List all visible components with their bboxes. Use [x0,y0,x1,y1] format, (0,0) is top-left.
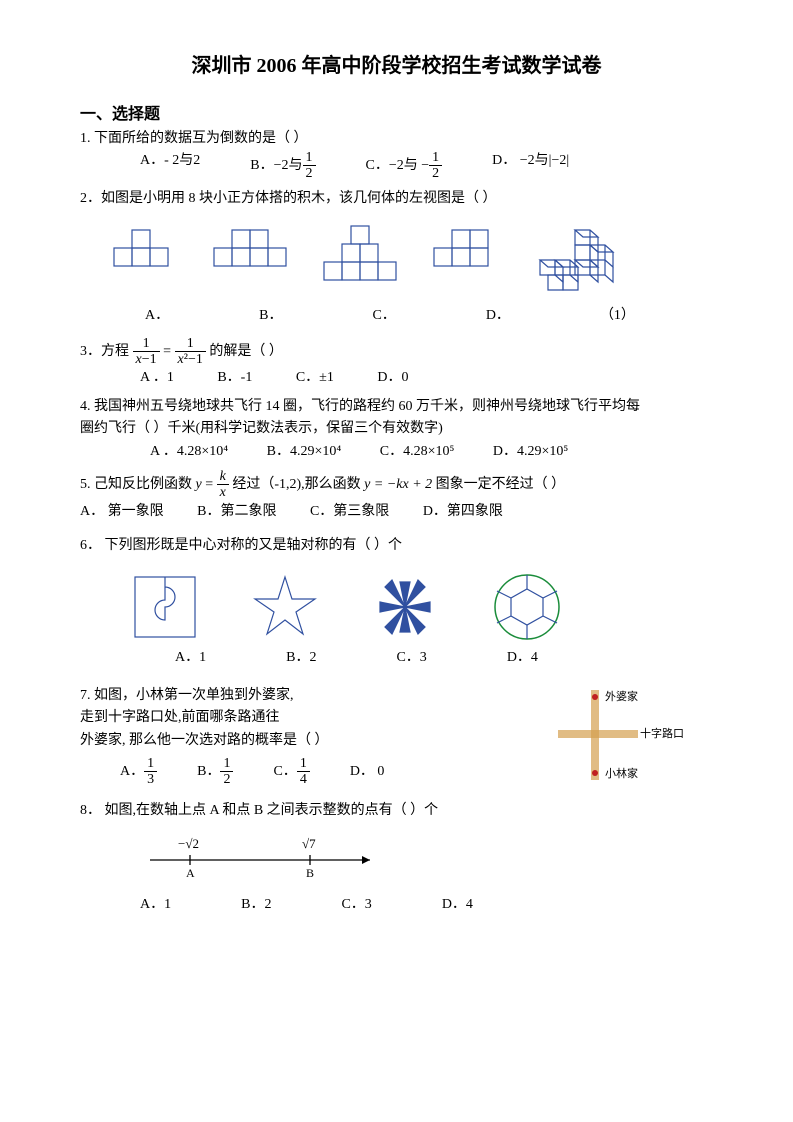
q2-shape-b [210,225,290,285]
svg-text:外婆家: 外婆家 [605,689,638,703]
q7-l3: 外婆家, 那么他一次选对路的概率是（ ） [80,730,553,752]
q6-a: A．1 [175,647,206,669]
q6-c: C．3 [396,647,426,669]
svg-text:−√2: −√2 [178,836,199,851]
q7-l1: 7. 如图，小林第一次单独到外婆家, [80,685,553,707]
q6-shape3-flower [370,572,440,642]
svg-text:A: A [186,866,195,880]
q8-c: C．3 [341,894,371,916]
q6-shape1 [130,572,200,642]
svg-text:√7: √7 [302,836,316,851]
q2-ld: D． [486,305,510,327]
q1: 1. 下面所给的数据互为倒数的是（ ） A．- 2与2 B．−2与12 C．−2… [80,128,713,182]
q4-l2: 圈约飞行（ ）千米(用科学记数法表示，保留三个有效数字) [80,418,713,440]
q7: 7. 如图，小林第一次单独到外婆家, 走到十字路口处,前面哪条路通往 外婆家, … [80,685,713,788]
q7-d: D． 0 [350,761,385,783]
q3-a: A ．1 [140,370,174,385]
q4-b: B．4.29×10⁴ [267,444,342,459]
q8: 8． 如图,在数轴上点 A 和点 B 之间表示整数的点有（ ）个 −√2 √7 … [80,800,713,916]
q5-b: B．第二象限 [197,504,276,519]
q8-numberline: −√2 √7 A B [140,830,390,885]
q6: 6． 下列图形既是中心对称的又是轴对称的有（ ）个 [80,535,713,670]
q2-l1: （1） [600,305,635,327]
q7-l2: 走到十字路口处,前面哪条路通往 [80,707,553,729]
q2-3d-figure [530,225,620,300]
q5-post: 图象一定不经过（ ） [436,477,566,492]
q8-b: B．2 [241,894,271,916]
q2-lc: C． [372,305,395,327]
q5-d: D．第四象限 [423,504,503,519]
q6-shape2-star [250,572,320,642]
q2-text: 2．如图是小明用 8 块小正方体搭的积木，该几何体的左视图是（ ） [80,188,713,210]
q8-d: D．4 [442,894,473,916]
q5-mid: 经过（-1,2),那么函数 [232,477,364,492]
q6-shape4-hex [490,572,565,642]
q2-lb: B． [259,305,282,327]
svg-text:小林家: 小林家 [605,766,638,780]
q1-b: B．−2与12 [250,150,315,182]
q5: 5. 己知反比例函数 y = kx 经过（-1,2),那么函数 y = −kx … [80,469,713,523]
svg-text:十字路口: 十字路口 [640,726,684,740]
q5-a: A． 第一象限 [80,504,164,519]
q4-d: D．4.29×10⁵ [493,444,568,459]
q2-la: A． [145,305,169,327]
q6-b: B．2 [286,647,316,669]
svg-text:B: B [306,866,314,880]
q2-shape-c [320,225,400,285]
q3-c: C．±1 [296,370,334,385]
q7-a: A．13 [120,756,157,788]
q1-text: 1. 下面所给的数据互为倒数的是（ ） [80,128,713,150]
section-header: 一、选择题 [80,102,713,128]
q6-text: 6． 下列图形既是中心对称的又是轴对称的有（ ）个 [80,535,713,557]
q8-a: A．1 [140,894,171,916]
q1-a: A．- 2与2 [140,150,200,182]
q5-pre: 5. 己知反比例函数 [80,477,196,492]
q3: 3．方程 1x−1 = 1x²−1 的解是（ ） A ．1 B．-1 C．±1 … [80,336,713,390]
q6-d: D．4 [507,647,538,669]
q3-d: D．0 [377,370,408,385]
q3-pre: 3．方程 [80,344,133,359]
q8-text: 8． 如图,在数轴上点 A 和点 B 之间表示整数的点有（ ）个 [80,800,713,822]
q5-c: C．第三象限 [310,504,389,519]
q7-c: C．14 [273,756,309,788]
q3-b: B．-1 [217,370,252,385]
q1-c: C．−2与 −12 [366,150,443,182]
q4-c: C．4.28×10⁵ [380,444,455,459]
q2-shape-d [430,225,500,285]
q2: 2．如图是小明用 8 块小正方体搭的积木，该几何体的左视图是（ ） [80,188,713,328]
q5-eq2: y = −kx + 2 [364,477,432,492]
q7-b: B．12 [197,756,233,788]
q4-l1: 4. 我国神州五号绕地球共飞行 14 圈，飞行的路程约 60 万千米，则神州号绕… [80,396,713,418]
q3-post: 的解是（ ） [209,344,283,359]
q2-shape-a [110,225,180,285]
q1-d: D． −2与|−2| [492,150,569,182]
q4-a: A ．4.28×10⁴ [150,444,228,459]
page-title: 深圳市 2006 年高中阶段学校招生考试数学试卷 [80,50,713,82]
q7-diagram: 外婆家 十字路口 小林家 [553,685,683,785]
q4: 4. 我国神州五号绕地球共飞行 14 圈，飞行的路程约 60 万千米，则神州号绕… [80,396,713,463]
